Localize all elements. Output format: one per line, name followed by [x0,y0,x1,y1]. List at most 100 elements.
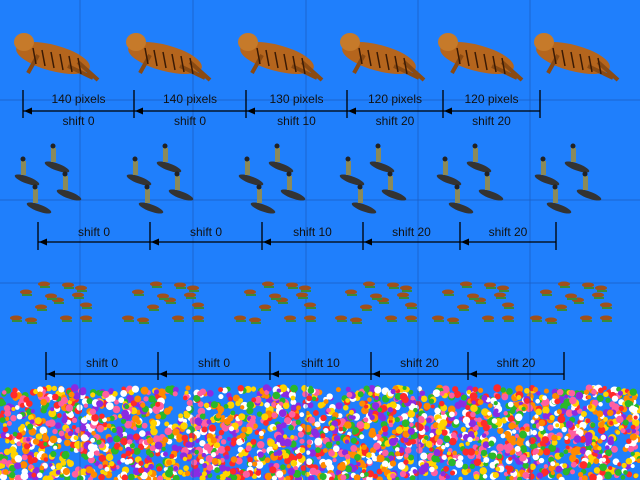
shark [268,161,294,173]
creature [432,315,444,321]
candy [479,467,487,475]
shark [280,189,306,201]
candy [245,445,252,452]
creature-base [186,297,196,299]
candy [21,454,28,461]
candy [374,395,379,401]
candy [276,388,282,393]
shark [138,202,164,214]
candy [532,448,540,455]
creature-base [27,322,37,324]
tiger-head [126,33,146,51]
candy [71,470,79,478]
creature-base [306,320,316,322]
candy [191,459,198,466]
candy [218,435,223,440]
candy [439,391,445,397]
candy [29,419,35,424]
creature [502,315,514,321]
candy [206,389,214,397]
candy [617,390,623,396]
creature [484,282,496,288]
candy [206,419,212,425]
candy [565,409,574,417]
candy [2,426,9,433]
creature-base [152,286,162,288]
candy [600,434,606,441]
candy [341,449,349,456]
candy [569,396,577,405]
tiger-stripe [144,47,149,65]
candy [172,428,180,436]
candy [183,465,189,472]
creature-base [77,290,87,292]
candy [390,388,396,395]
candy [608,436,614,442]
candy [630,424,636,430]
candy [290,404,297,411]
creature [385,315,397,321]
candy [352,427,360,434]
rider-head [484,171,490,177]
creature-base [74,297,84,299]
candy [91,413,99,422]
creature [530,315,542,321]
tiger-stripe [474,51,479,69]
candy [591,389,597,395]
candy [320,433,326,439]
candy [601,457,607,463]
candy [388,419,393,424]
candy [186,399,193,406]
candy [288,424,294,431]
candy [172,391,178,397]
candy [199,475,206,480]
candy [194,417,203,426]
candy [19,402,26,408]
creature-base [407,307,417,309]
creature [45,293,57,299]
candy [112,391,118,397]
candy [264,457,271,464]
candy [67,460,74,467]
candy [620,475,626,480]
candy [111,427,117,433]
candy [555,465,563,473]
candy [598,402,603,407]
candy [581,475,588,480]
candy [510,439,517,446]
creature-base [64,287,74,289]
candy [153,389,160,395]
rider [358,189,363,203]
candy [118,446,123,451]
candy [477,399,484,405]
candy [636,458,640,464]
candy [524,387,530,394]
candy [11,406,16,412]
candy [314,437,323,446]
tiger-head [438,33,458,51]
candy [541,436,549,444]
candy [226,436,232,441]
candy [596,394,604,402]
candy [550,470,555,476]
candy [61,417,68,424]
creature [20,289,32,295]
creature [350,317,362,323]
candy [475,436,480,441]
arrowhead-left-icon [348,107,356,115]
candy [542,406,550,415]
candy [441,429,448,436]
candy [1,458,8,465]
candy [603,391,609,398]
candy [593,467,601,474]
candy [531,429,538,436]
candy [79,424,87,432]
candy [131,385,140,393]
candy [359,400,366,407]
candy [332,457,337,463]
tiger-stripe [492,55,497,73]
candy [480,449,488,457]
candy [171,444,179,451]
candy [0,463,4,470]
